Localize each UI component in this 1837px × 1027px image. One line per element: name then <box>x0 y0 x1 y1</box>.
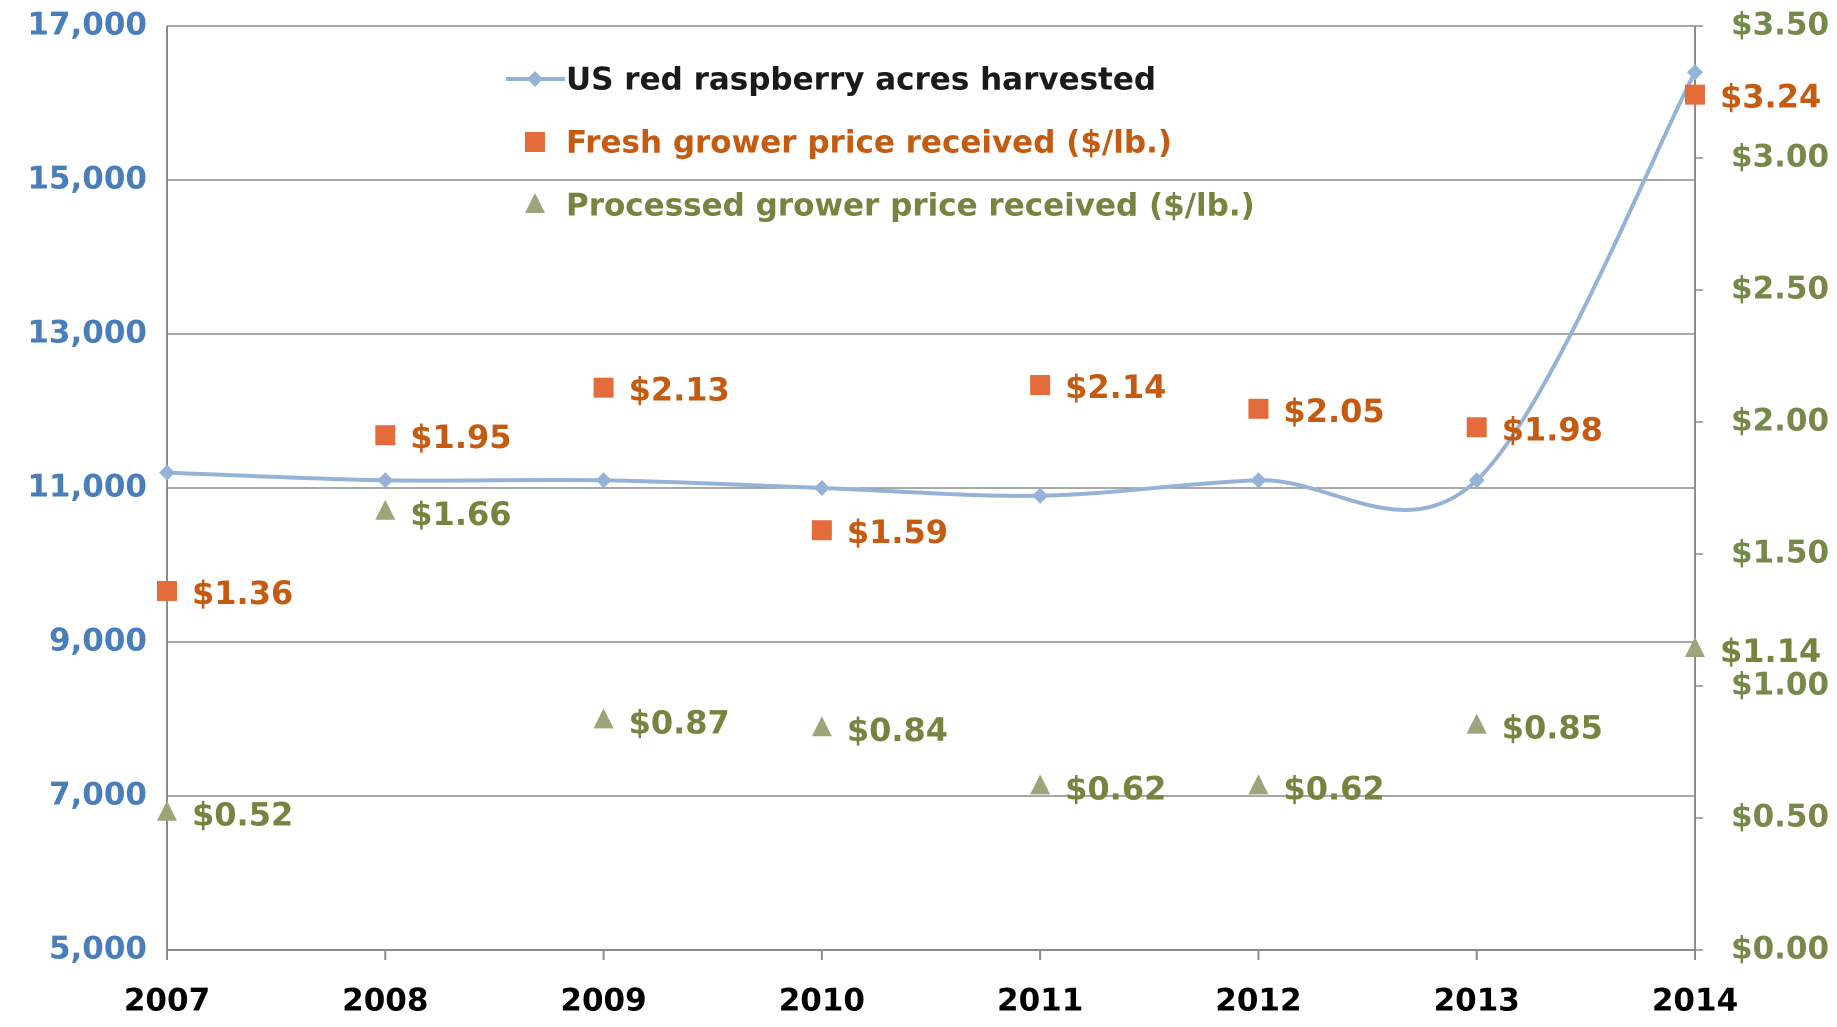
point-marker <box>1030 774 1051 795</box>
y2-tick-label: $3.50 <box>1731 7 1829 43</box>
x-tick-label: 2014 <box>1652 983 1738 1019</box>
data-label: $1.36 <box>192 574 293 612</box>
legend-marker <box>527 71 543 87</box>
y2-tick-label: $2.50 <box>1731 271 1829 307</box>
y-tick-label: 7,000 <box>49 777 147 813</box>
point-marker <box>1685 637 1705 658</box>
data-label: $1.95 <box>410 418 511 456</box>
y-tick-label: 5,000 <box>49 931 147 967</box>
data-label: $1.59 <box>847 513 948 551</box>
x-tick-label: 2007 <box>124 983 210 1019</box>
data-label: $2.05 <box>1283 392 1384 430</box>
line-marker <box>1032 487 1049 504</box>
x-tick-label: 2009 <box>560 983 646 1019</box>
line-marker <box>159 464 175 481</box>
y2-tick-label: $3.00 <box>1731 139 1829 175</box>
data-label: $1.66 <box>410 495 511 533</box>
point-marker <box>811 716 832 737</box>
legend-marker <box>525 193 545 213</box>
x-tick-label: 2008 <box>342 983 428 1019</box>
legend-marker <box>525 132 545 152</box>
data-label: $2.14 <box>1065 368 1166 406</box>
y-tick-label: 11,000 <box>27 469 147 505</box>
y-tick-label: 9,000 <box>49 623 147 659</box>
point-marker <box>811 520 832 541</box>
legend-label: Fresh grower price received ($/lb.) <box>566 125 1172 161</box>
legend-label: US red raspberry acres harvested <box>566 62 1156 98</box>
point-marker <box>1248 774 1269 795</box>
line-marker <box>377 472 394 489</box>
line-marker <box>595 472 612 489</box>
x-tick-label: 2012 <box>1215 983 1301 1019</box>
data-label: $0.62 <box>1065 769 1166 807</box>
data-label: $0.62 <box>1283 769 1384 807</box>
point-marker <box>593 377 614 398</box>
data-label: $3.24 <box>1720 78 1821 116</box>
y2-tick-label: $2.00 <box>1731 403 1829 439</box>
y-tick-label: 17,000 <box>27 7 147 43</box>
y2-tick-label: $0.00 <box>1731 931 1829 967</box>
point-marker <box>1248 398 1269 419</box>
x-tick-label: 2010 <box>779 983 865 1019</box>
data-label: $2.13 <box>629 371 730 409</box>
point-marker <box>1466 417 1487 438</box>
legend-label: Processed grower price received ($/lb.) <box>566 188 1255 224</box>
point-marker <box>1030 375 1051 396</box>
y-tick-label: 13,000 <box>27 315 147 351</box>
y-tick-label: 15,000 <box>27 161 147 197</box>
y2-tick-label: $0.50 <box>1731 799 1829 835</box>
series-line <box>166 71 1697 512</box>
line-marker <box>813 480 830 496</box>
point-marker <box>157 580 177 601</box>
x-tick-label: 2011 <box>997 983 1083 1019</box>
data-label: $0.52 <box>192 796 293 834</box>
data-label: $0.87 <box>629 703 730 741</box>
y2-tick-label: $1.50 <box>1731 535 1829 571</box>
point-marker <box>1685 84 1705 105</box>
point-marker <box>593 708 614 729</box>
y2-tick-label: $1.00 <box>1731 667 1829 703</box>
line-marker <box>1687 64 1703 81</box>
point-marker <box>375 425 396 446</box>
x-tick-label: 2013 <box>1434 983 1520 1019</box>
data-label: $0.84 <box>847 711 948 749</box>
line-marker <box>1468 472 1485 489</box>
data-label: $1.98 <box>1502 410 1603 448</box>
data-label: $0.85 <box>1502 709 1603 747</box>
data-label: $1.14 <box>1720 632 1821 670</box>
point-marker <box>157 800 177 821</box>
line-marker <box>1250 472 1267 489</box>
point-marker <box>1466 713 1487 734</box>
point-marker <box>375 499 396 520</box>
